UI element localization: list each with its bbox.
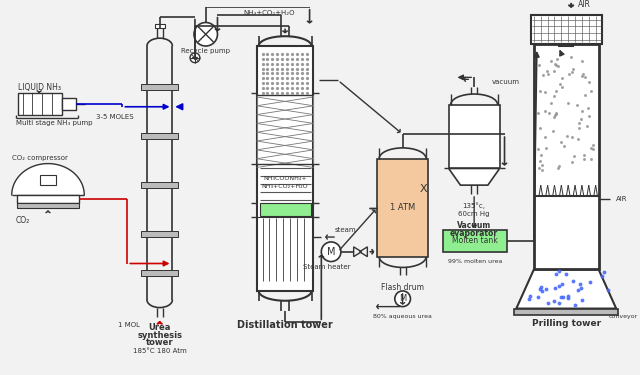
Bar <box>531 15 602 44</box>
Bar <box>260 203 310 216</box>
Bar <box>452 105 497 125</box>
Text: 185°C 180 Atm: 185°C 180 Atm <box>133 348 186 354</box>
Bar <box>257 46 314 291</box>
Circle shape <box>190 53 200 63</box>
Text: 1 ATM: 1 ATM <box>390 203 415 212</box>
Text: 135°c,: 135°c, <box>463 202 486 209</box>
Text: 99% molten urea: 99% molten urea <box>448 259 502 264</box>
Text: steam: steam <box>335 227 356 233</box>
Bar <box>377 159 428 256</box>
Circle shape <box>321 242 341 261</box>
Text: M: M <box>399 294 406 303</box>
Text: LIQUID NH₃: LIQUID NH₃ <box>18 82 61 92</box>
Text: Recycle pump: Recycle pump <box>181 48 230 54</box>
Text: tower: tower <box>146 338 173 347</box>
Bar <box>141 133 179 139</box>
Bar <box>449 105 500 168</box>
Text: Flash drum: Flash drum <box>381 282 424 291</box>
Text: conveyor: conveyor <box>609 314 637 319</box>
Text: NH₃+CO₂+H₂O: NH₃+CO₂+H₂O <box>244 10 295 16</box>
Text: NH₃+CO₂+H₂O: NH₃+CO₂+H₂O <box>262 184 308 189</box>
Bar <box>141 84 179 90</box>
Bar <box>18 93 61 115</box>
Bar <box>141 270 179 276</box>
Bar <box>141 182 179 188</box>
Polygon shape <box>516 269 616 309</box>
Text: Urea: Urea <box>148 322 171 332</box>
Text: Molten tank: Molten tank <box>452 237 498 246</box>
Text: Distillation tower: Distillation tower <box>237 320 333 330</box>
Text: X: X <box>419 184 427 194</box>
Text: evaporator: evaporator <box>450 229 498 238</box>
Text: vacuum: vacuum <box>492 79 520 85</box>
Circle shape <box>395 291 410 307</box>
Text: Multi stage NH₃ pump: Multi stage NH₃ pump <box>15 120 92 126</box>
Text: synthesis: synthesis <box>137 330 182 339</box>
Polygon shape <box>449 168 500 185</box>
Bar <box>515 309 618 315</box>
Bar <box>61 98 76 110</box>
Text: 1 MOL: 1 MOL <box>118 322 140 328</box>
Text: CO₂ compressor: CO₂ compressor <box>12 155 68 161</box>
Text: 80% aqueous urea: 80% aqueous urea <box>373 314 432 319</box>
Text: NH₃COONH₄+: NH₃COONH₄+ <box>263 176 307 181</box>
Bar <box>141 231 179 237</box>
Circle shape <box>194 22 218 46</box>
Bar <box>155 24 164 28</box>
Bar <box>534 44 598 269</box>
Text: 3-5 MOLES: 3-5 MOLES <box>96 114 134 120</box>
Text: Prilling tower: Prilling tower <box>532 319 601 328</box>
Bar <box>443 230 508 252</box>
Text: CO₂: CO₂ <box>15 216 30 225</box>
Bar <box>40 176 56 185</box>
Text: M: M <box>327 247 335 257</box>
Text: 60cm Hg: 60cm Hg <box>458 210 490 216</box>
Text: Vacuum: Vacuum <box>457 221 492 230</box>
Polygon shape <box>12 164 84 195</box>
Bar <box>17 195 79 203</box>
Text: Steam heater: Steam heater <box>303 264 351 270</box>
Text: AIR: AIR <box>578 0 591 9</box>
Text: AIR: AIR <box>616 196 628 202</box>
Bar <box>17 203 79 208</box>
